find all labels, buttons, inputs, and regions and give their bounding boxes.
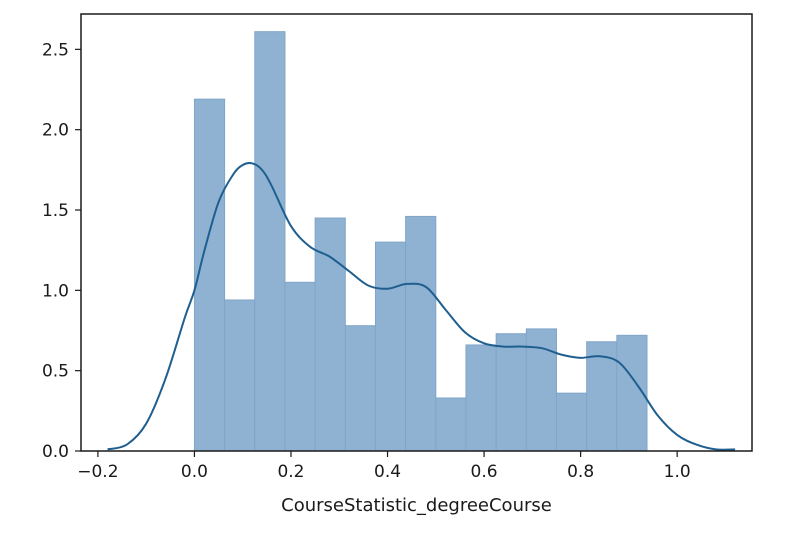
histogram-bar-8 [435,397,467,452]
histogram-bar-1 [224,299,256,452]
x-tick-label: −0.2 [77,462,118,482]
plot-area [80,13,753,452]
x-axis-ticks: −0.2 0.0 0.2 0.4 0.6 0.8 1.0 [77,451,691,482]
histogram-bar-9 [465,344,497,452]
histogram-bar-3 [284,281,316,452]
histogram-bar-10 [495,333,527,452]
histogram-bar-0 [193,98,226,452]
histogram-bar-7 [405,215,437,452]
histogram-bar-11 [525,328,557,452]
histogram-bar-5 [344,325,376,452]
y-axis-ticks: 0.0 0.5 1.0 1.5 2.0 2.5 [42,40,81,462]
axes-frame [80,13,753,452]
histogram-bar-6 [374,241,407,452]
histogram-bar-2 [254,31,286,452]
x-tick-label: 0.0 [181,462,208,482]
x-tick-label: 0.4 [374,462,401,482]
y-tick-label: 1.5 [42,201,69,221]
y-tick-label: 0.0 [42,442,69,462]
x-tick-label: 0.2 [277,462,304,482]
y-tick-label: 2.0 [42,121,69,141]
x-tick-label: 0.6 [471,462,498,482]
x-axis-label: CourseStatistic_degreeCourse [281,495,552,516]
histogram-bar-12 [555,392,588,452]
y-tick-label: 2.5 [42,40,69,60]
y-tick-label: 1.0 [42,281,69,301]
kde-line [107,162,736,451]
histogram-bars [193,31,648,452]
y-tick-label: 0.5 [42,362,69,382]
x-tick-label: 1.0 [664,462,691,482]
x-tick-label: 0.8 [567,462,594,482]
